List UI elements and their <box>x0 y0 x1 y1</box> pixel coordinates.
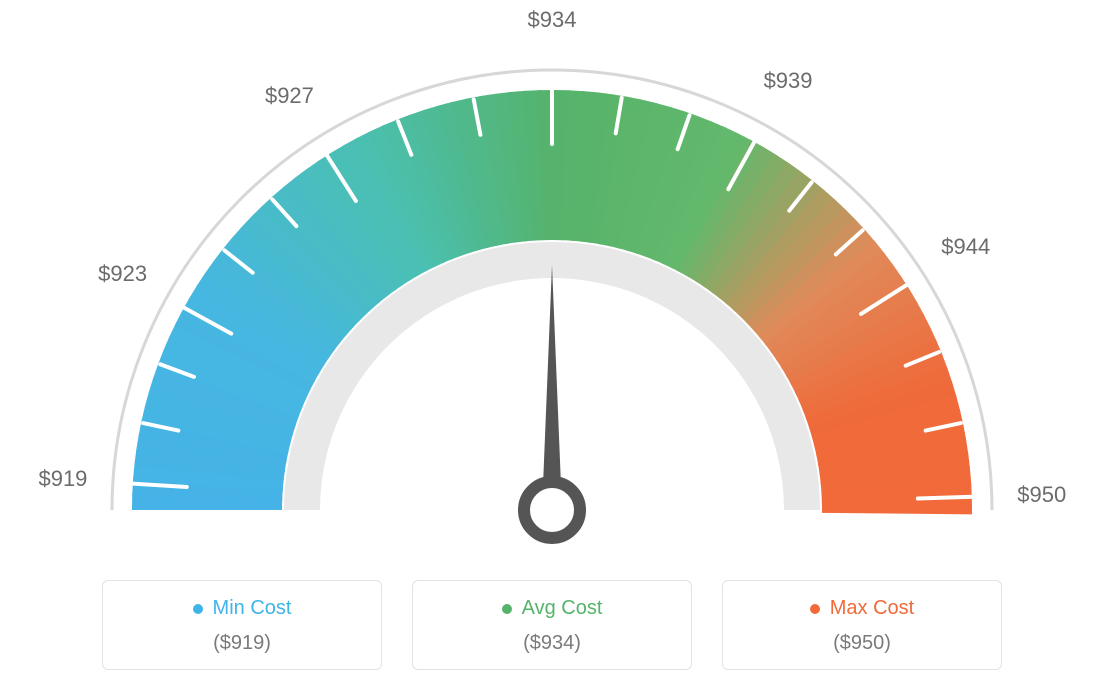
legend-dot-icon <box>193 604 203 614</box>
legend-card-avg: Avg Cost ($934) <box>412 580 692 670</box>
legend-title: Max Cost <box>810 597 914 620</box>
gauge-tick-label: $934 <box>528 7 577 33</box>
legend-title: Avg Cost <box>502 597 603 620</box>
legend-row: Min Cost ($919) Avg Cost ($934) Max Cost… <box>0 580 1104 670</box>
gauge-tick-label: $950 <box>1017 482 1066 508</box>
legend-value: ($934) <box>413 632 691 655</box>
legend-title-text: Avg Cost <box>522 597 603 620</box>
gauge-tick-label: $927 <box>265 83 314 109</box>
gauge-svg <box>0 0 1104 560</box>
gauge-tick-label: $939 <box>764 68 813 94</box>
gauge-needle <box>542 265 562 510</box>
gauge-tick-label: $923 <box>98 261 147 287</box>
legend-dot-icon <box>502 604 512 614</box>
gauge-chart: $919 $923 $927 $934 $939 $944 $950 <box>0 0 1104 560</box>
gauge-tick-label: $944 <box>941 234 990 260</box>
legend-card-max: Max Cost ($950) <box>722 580 1002 670</box>
legend-value: ($950) <box>723 632 1001 655</box>
legend-dot-icon <box>810 604 820 614</box>
legend-title: Min Cost <box>193 597 292 620</box>
legend-value: ($919) <box>103 632 381 655</box>
legend-card-min: Min Cost ($919) <box>102 580 382 670</box>
legend-title-text: Max Cost <box>830 597 914 620</box>
legend-title-text: Min Cost <box>213 597 292 620</box>
gauge-needle-hub <box>524 482 580 538</box>
gauge-tick-label: $919 <box>38 466 87 492</box>
